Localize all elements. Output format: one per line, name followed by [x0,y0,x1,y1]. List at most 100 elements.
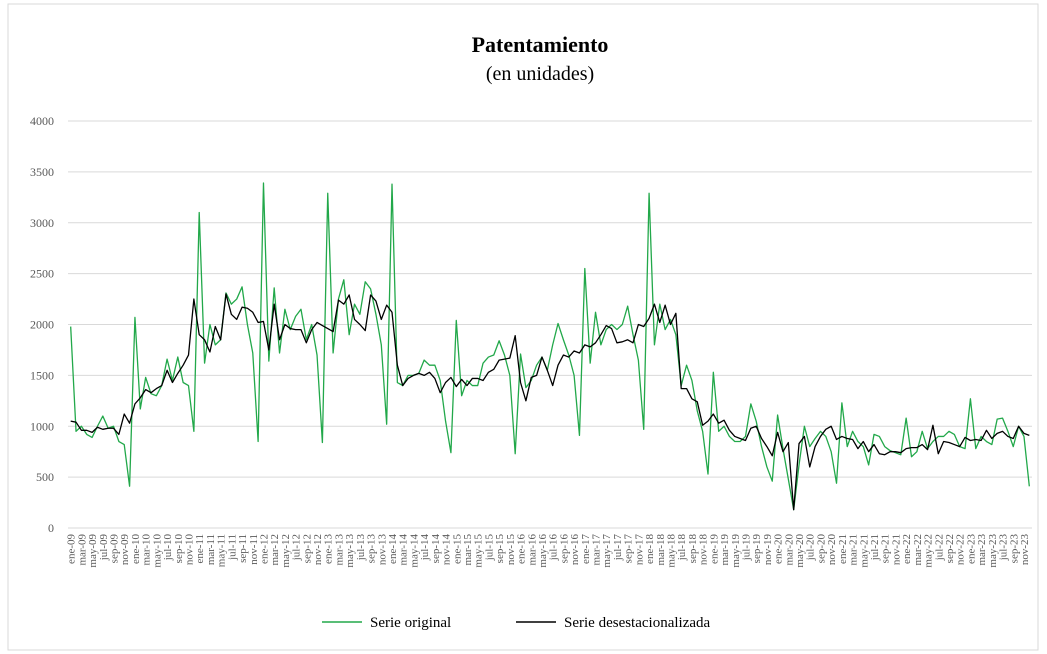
x-tick-label: mar-17 [591,534,603,566]
x-tick-label: sep-11 [237,534,249,563]
x-tick-label: ene-22 [901,534,913,564]
x-tick-label: nov-10 [184,534,196,566]
x-tick-label: nov-19 [762,534,774,566]
x-tick-label: jul-20 [805,534,817,562]
legend-label: Serie desestacionalizada [564,615,711,631]
x-tick-label: jul-14 [419,534,431,562]
y-tick-label: 1000 [30,419,54,433]
y-tick-label: 2500 [30,267,54,281]
x-tick-label: may-18 [666,534,678,568]
x-tick-label: mar-12 [269,534,281,566]
series-line [70,182,1030,511]
x-tick-label: may-17 [601,534,613,568]
x-tick-label: mar-18 [655,534,667,566]
x-tick-label: nov-22 [955,534,967,565]
x-tick-label: may-22 [923,534,935,568]
x-tick-label: sep-17 [623,534,635,564]
x-tick-label: nov-14 [441,534,453,566]
x-tick-label: sep-22 [944,534,956,563]
x-tick-label: may-20 [794,534,806,568]
x-tick-label: may-10 [151,534,163,568]
y-tick-label: 4000 [30,114,54,128]
x-tick-label: sep-15 [494,534,506,564]
x-tick-label: mar-14 [398,534,410,566]
y-tick-label: 0 [48,521,54,535]
x-tick-label: sep-10 [173,534,185,564]
x-tick-label: jul-15 [483,534,495,562]
chart-frame [7,3,1039,651]
x-tick-label: nov-11 [248,534,260,565]
x-tick-label: nov-21 [890,534,902,565]
x-tick-label: mar-16 [526,534,538,566]
y-tick-label: 3000 [30,216,54,230]
x-tick-label: may-21 [858,534,870,568]
x-tick-label: may-16 [537,534,549,568]
x-tick-label: ene-21 [837,534,849,564]
x-tick-label: mar-23 [976,534,988,566]
x-tick-label: may-12 [280,534,292,568]
y-tick-label: 1500 [30,368,54,382]
x-tick-label: sep-12 [301,534,313,563]
x-tick-label: nov-09 [119,534,131,566]
legend-label: Serie original [370,615,451,631]
x-tick-label: jul-12 [291,534,303,561]
x-tick-label: nov-13 [376,534,388,566]
x-tick-label: ene-14 [387,534,399,564]
x-tick-label: mar-15 [462,534,474,566]
x-tick-label: ene-15 [451,534,463,564]
x-tick-label: nov-12 [312,534,324,565]
x-tick-label: jul-13 [355,534,367,562]
x-tick-label: may-23 [987,534,999,568]
x-tick-label: sep-13 [366,534,378,564]
x-tick-label: sep-16 [558,534,570,564]
x-tick-label: nov-17 [633,534,645,566]
x-tick-label: mar-09 [76,534,88,566]
series-line [70,293,1030,511]
x-tick-label: mar-13 [333,534,345,566]
x-tick-label: ene-18 [644,534,656,564]
x-tick-label: jul-17 [612,534,624,562]
x-tick-label: jul-22 [933,534,945,561]
x-tick-label: sep-09 [109,534,121,564]
x-tick-label: ene-09 [66,534,78,564]
chart-subtitle: (en unidades) [486,63,594,85]
x-tick-label: sep-23 [1008,534,1020,564]
x-tick-label: sep-18 [687,534,699,564]
x-tick-label: mar-22 [912,534,924,566]
x-tick-label: ene-17 [580,534,592,564]
x-tick-label: jul-10 [162,534,174,562]
x-tick-label: ene-11 [194,534,206,564]
x-tick-label: mar-10 [141,534,153,566]
x-tick-label: jul-21 [869,534,881,561]
x-tick-label: mar-21 [848,534,860,566]
x-tick-label: may-14 [408,534,420,568]
x-tick-label: jul-19 [740,534,752,562]
x-tick-label: mar-11 [205,534,217,565]
y-tick-label: 3500 [30,165,54,179]
x-tick-label: ene-10 [130,534,142,564]
x-tick-label: may-15 [473,534,485,568]
x-tick-label: mar-20 [783,534,795,566]
x-tick-label: may-09 [87,534,99,568]
x-tick-label: sep-20 [815,534,827,564]
x-tick-label: jul-18 [676,534,688,562]
x-tick-label: ene-13 [323,534,335,564]
x-tick-label: may-13 [344,534,356,568]
x-tick-label: ene-20 [773,534,785,564]
x-tick-label: ene-16 [516,534,528,564]
x-tick-label: ene-12 [258,534,270,564]
x-tick-label: ene-19 [708,534,720,564]
x-tick-label: nov-20 [826,534,838,566]
x-tick-label: ene-23 [965,534,977,564]
x-tick-label: nov-16 [569,534,581,566]
chart-title: Patentamiento [472,32,609,57]
x-tick-label: sep-21 [880,534,892,563]
x-tick-label: jul-09 [98,534,110,562]
x-tick-label: jul-16 [548,534,560,562]
x-tick-label: nov-15 [505,534,517,566]
y-tick-label: 2000 [30,318,54,332]
x-tick-label: nov-18 [698,534,710,566]
x-tick-label: may-19 [730,534,742,568]
x-tick-label: sep-19 [751,534,763,564]
